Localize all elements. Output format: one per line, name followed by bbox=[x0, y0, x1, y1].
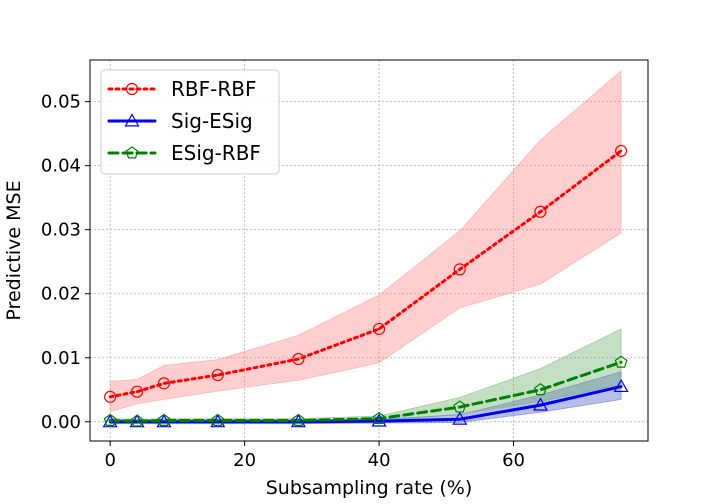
y-tick-label-0: 0.00 bbox=[41, 412, 81, 433]
marker-esig-rbf-6 bbox=[453, 400, 467, 413]
marker-layer bbox=[102, 144, 629, 428]
tick-layer: 0 20 40 60 0.00 0.01 0.02 0.03 0.04 0.05 bbox=[41, 92, 525, 471]
marker-rbf-rbf-8 bbox=[615, 144, 628, 158]
y-axis-label: Predictive MSE bbox=[3, 180, 25, 320]
marker-esig-rbf-8 bbox=[614, 355, 628, 368]
band-rbf-rbf bbox=[109, 70, 622, 413]
marker-sig-esig-6 bbox=[452, 411, 468, 425]
marker-sig-esig-3 bbox=[210, 414, 226, 428]
y-tick-label-2: 0.02 bbox=[41, 284, 81, 305]
y-tick-label-3: 0.03 bbox=[41, 220, 81, 241]
marker-sig-esig-2 bbox=[156, 414, 172, 428]
x-tick-label-1: 20 bbox=[233, 450, 256, 471]
legend-label-esig-rbf: ESig-RBF bbox=[171, 141, 261, 165]
marker-sig-esig-1 bbox=[129, 414, 145, 428]
marker-rbf-rbf-1 bbox=[130, 385, 144, 398]
x-tick-label-2: 40 bbox=[368, 450, 391, 471]
marker-sig-esig-0 bbox=[102, 414, 118, 428]
line-esig-rbf bbox=[108, 360, 623, 423]
marker-esig-rbf-5 bbox=[372, 411, 386, 425]
y-tick-label-1: 0.01 bbox=[41, 348, 81, 369]
marker-rbf-rbf-7 bbox=[534, 205, 547, 218]
marker-esig-rbf-0 bbox=[103, 413, 117, 426]
marker-esig-rbf-1 bbox=[130, 414, 144, 427]
legend-label-sig-esig: Sig-ESig bbox=[171, 109, 253, 133]
legend-marker-sig-esig bbox=[124, 113, 140, 127]
marker-esig-rbf-7 bbox=[534, 383, 547, 396]
x-tick-label-0: 0 bbox=[104, 450, 115, 471]
marker-rbf-rbf-2 bbox=[157, 377, 171, 390]
y-tick-label-4: 0.04 bbox=[41, 156, 81, 177]
legend-marker-esig-rbf bbox=[125, 146, 139, 159]
marker-rbf-rbf-4 bbox=[292, 352, 305, 366]
marker-rbf-rbf-0 bbox=[104, 390, 117, 403]
marker-rbf-rbf-5 bbox=[372, 322, 386, 336]
marker-esig-rbf-3 bbox=[211, 413, 225, 426]
legend-box bbox=[100, 69, 280, 175]
legend: RBF-RBF Sig-ESig ESig-RBF bbox=[100, 69, 280, 175]
x-tick-label-3: 60 bbox=[502, 450, 525, 471]
marker-rbf-rbf-6 bbox=[453, 263, 466, 276]
plot-frame bbox=[89, 59, 649, 442]
marker-rbf-rbf-3 bbox=[211, 368, 224, 382]
marker-esig-rbf-2 bbox=[157, 413, 171, 426]
marker-sig-esig-8 bbox=[613, 378, 629, 393]
marker-sig-esig-5 bbox=[371, 413, 387, 427]
x-axis-label: Subsampling rate (%) bbox=[266, 477, 473, 499]
marker-sig-esig-4 bbox=[290, 414, 306, 428]
legend-label-rbf-rbf: RBF-RBF bbox=[171, 77, 256, 101]
marker-sig-esig-7 bbox=[532, 397, 548, 411]
legend-marker-rbf-rbf bbox=[125, 82, 139, 96]
y-tick-label-5: 0.05 bbox=[41, 92, 81, 113]
marker-esig-rbf-4 bbox=[291, 413, 305, 426]
